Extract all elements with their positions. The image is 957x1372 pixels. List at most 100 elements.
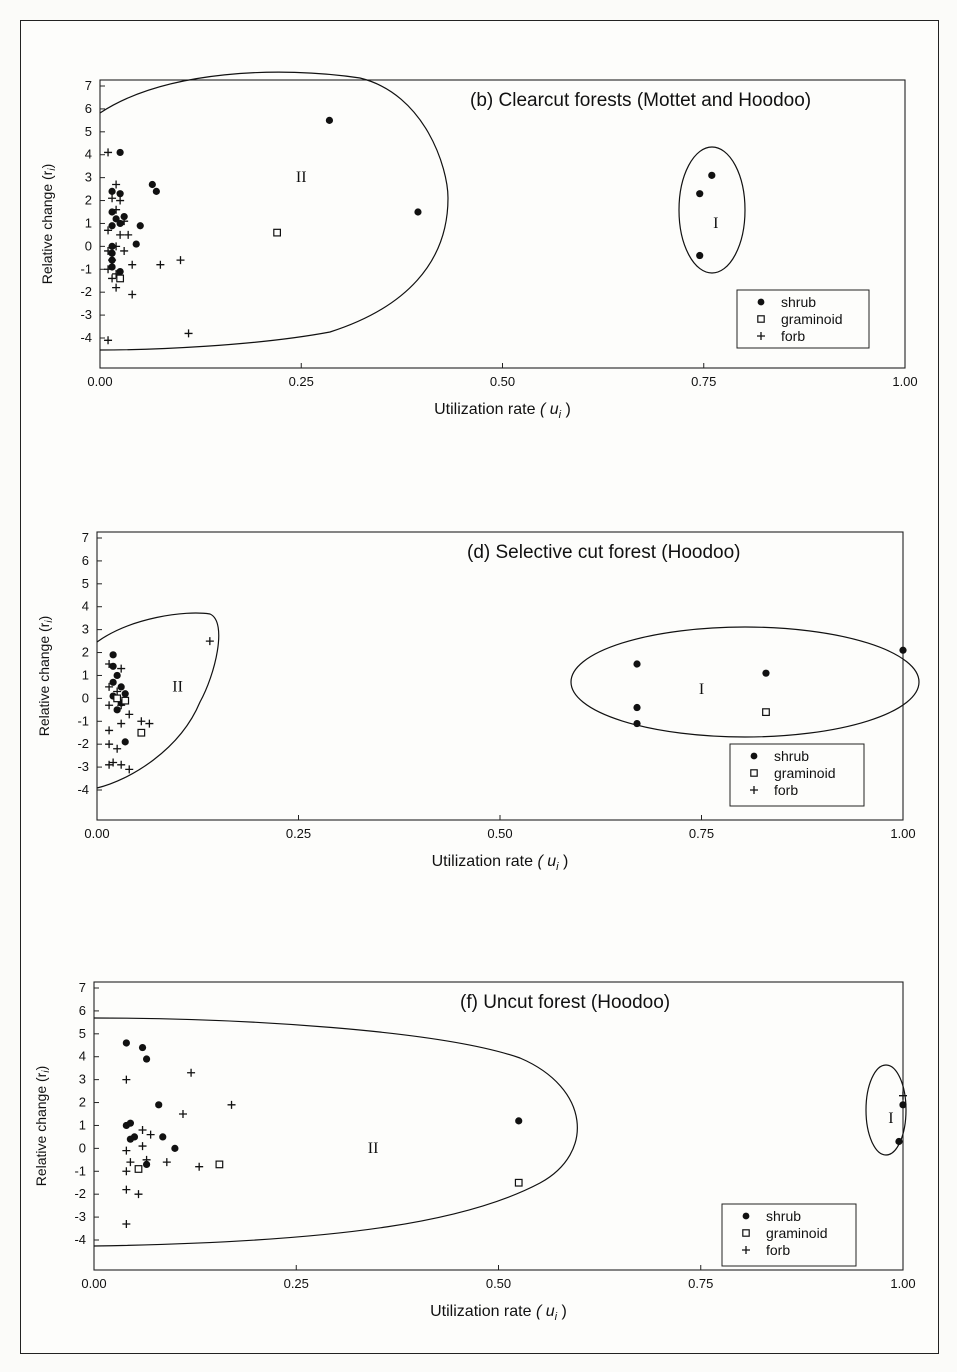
forb-point bbox=[156, 260, 165, 269]
y-tick-label: 6 bbox=[85, 101, 92, 116]
forb-point bbox=[120, 246, 129, 255]
x-tick-label: 1.00 bbox=[892, 374, 917, 389]
y-tick-label: -1 bbox=[77, 713, 89, 728]
graminoid-point bbox=[137, 728, 146, 737]
panel-title: (d) Selective cut forest (Hoodoo) bbox=[467, 542, 741, 563]
y-axis-title: Relative change (ri) bbox=[39, 164, 58, 285]
forb-point bbox=[205, 637, 214, 646]
shrub-point bbox=[633, 703, 641, 712]
y-tick-label: 6 bbox=[79, 1003, 86, 1018]
shrub-point bbox=[108, 187, 116, 195]
forb-point bbox=[112, 269, 121, 278]
forb-point bbox=[105, 726, 114, 735]
forb-point bbox=[108, 274, 117, 283]
legend-marker-forb bbox=[757, 332, 765, 340]
graminoid-point bbox=[273, 228, 281, 237]
legend-label-graminoid: graminoid bbox=[781, 311, 842, 327]
forb-point bbox=[124, 230, 133, 239]
forb-point bbox=[113, 687, 122, 696]
shrub-point bbox=[121, 690, 129, 698]
y-tick-label: -3 bbox=[74, 1209, 86, 1224]
x-axis-title: Utilization rate ( ui ) bbox=[434, 401, 571, 421]
shrub-point bbox=[138, 1043, 147, 1052]
x-tick-label: 0.50 bbox=[486, 1276, 511, 1291]
forb-point bbox=[112, 283, 121, 292]
group-label: I bbox=[888, 1110, 893, 1127]
forb-point bbox=[112, 242, 121, 251]
x-tick-label: 0.75 bbox=[688, 1276, 713, 1291]
y-tick-label: 2 bbox=[82, 645, 89, 660]
y-tick-label: 1 bbox=[82, 667, 89, 682]
forb-point bbox=[137, 717, 146, 726]
shrub-point bbox=[708, 171, 716, 179]
shrub-point bbox=[120, 212, 128, 221]
forb-point bbox=[116, 230, 125, 239]
group-label: II bbox=[368, 1140, 379, 1157]
graminoid-point bbox=[113, 694, 122, 703]
shrub-point bbox=[113, 671, 121, 680]
y-tick-label: -2 bbox=[74, 1186, 86, 1201]
x-tick-label: 0.00 bbox=[84, 826, 109, 841]
forb-point bbox=[146, 1130, 155, 1139]
shrub-point bbox=[121, 738, 129, 746]
shrub-point bbox=[159, 1133, 167, 1141]
legend-marker-shrub bbox=[750, 752, 758, 760]
y-tick-label: 1 bbox=[85, 215, 92, 230]
legend-label-forb: forb bbox=[774, 782, 798, 798]
group-envelope bbox=[96, 612, 220, 789]
y-axis-title: Relative change (ri) bbox=[33, 1066, 52, 1187]
group-label: II bbox=[296, 169, 307, 186]
group-envelope bbox=[865, 1064, 907, 1156]
forb-point bbox=[105, 740, 114, 749]
y-tick-label: 5 bbox=[85, 124, 92, 139]
y-tick-label: -2 bbox=[77, 736, 89, 751]
forb-point bbox=[128, 260, 137, 269]
shrub-point bbox=[109, 678, 117, 686]
forb-point bbox=[138, 1142, 147, 1151]
shrub-point bbox=[152, 187, 160, 195]
shrub-point bbox=[148, 180, 156, 189]
y-tick-label: -1 bbox=[80, 261, 92, 276]
x-tick-label: 1.00 bbox=[890, 1276, 915, 1291]
legend-marker-forb bbox=[750, 786, 758, 794]
y-axis-title: Relative change (ri) bbox=[36, 616, 55, 737]
y-tick-label: 0 bbox=[85, 238, 92, 253]
graminoid-point bbox=[762, 708, 770, 717]
chart-panel-d: 7 6 5 4 3 2 1 0 -1 -2 -3 -4 0.00 0.25 0.50 0.75 1.00 Util… bbox=[36, 530, 920, 873]
y-tick-label: -4 bbox=[80, 330, 92, 345]
forb-point bbox=[899, 1091, 907, 1100]
forb-point bbox=[122, 1075, 131, 1084]
group-label: I bbox=[713, 215, 718, 232]
forb-point bbox=[105, 701, 114, 710]
legend-label-forb: forb bbox=[781, 328, 805, 344]
forb-point bbox=[109, 758, 118, 767]
shrub-point bbox=[108, 242, 116, 250]
group-envelope bbox=[93, 1017, 578, 1247]
forb-point bbox=[128, 290, 137, 299]
legend-label-graminoid: graminoid bbox=[774, 765, 835, 781]
x-tick-label: 0.50 bbox=[487, 826, 512, 841]
y-tick-label: 2 bbox=[79, 1095, 86, 1110]
forb-point bbox=[145, 719, 154, 728]
forb-point bbox=[125, 765, 134, 774]
shrub-point bbox=[132, 240, 140, 248]
x-tick-label: 1.00 bbox=[890, 826, 915, 841]
forb-point bbox=[122, 1185, 131, 1194]
forb-point bbox=[122, 1167, 131, 1176]
x-axis-title: Utilization rate ( ui ) bbox=[430, 1303, 567, 1323]
shrub-point bbox=[515, 1117, 523, 1125]
forb-point bbox=[104, 246, 113, 255]
shrub-point bbox=[895, 1137, 903, 1146]
graminoid-point bbox=[121, 696, 130, 705]
y-tick-label: 7 bbox=[82, 530, 89, 545]
shrub-point bbox=[171, 1144, 179, 1152]
shrub-point bbox=[899, 646, 907, 654]
forb-point bbox=[142, 1155, 151, 1164]
graminoid-point bbox=[215, 1160, 224, 1169]
forb-point bbox=[117, 701, 126, 710]
forb-point bbox=[104, 336, 113, 345]
panel-title: (b) Clearcut forests (Mottet and Hoodoo) bbox=[470, 90, 811, 111]
shrub-point bbox=[414, 208, 422, 216]
forb-point bbox=[178, 1110, 187, 1118]
